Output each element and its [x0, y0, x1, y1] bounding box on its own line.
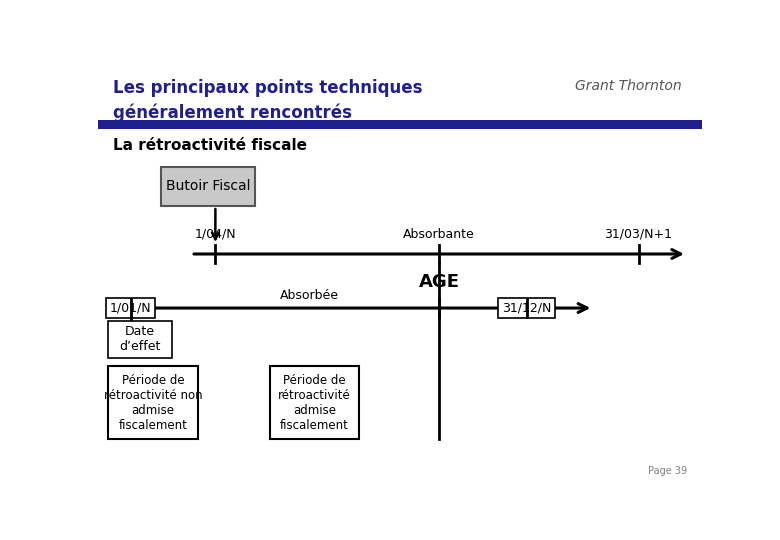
Text: Période de
rétroactivité non
admise
fiscalement: Période de rétroactivité non admise fisc…: [104, 374, 203, 431]
FancyBboxPatch shape: [98, 120, 702, 129]
Text: Les principaux points techniques
généralement rencontrés: Les principaux points techniques général…: [112, 79, 422, 122]
Text: 1/04/N: 1/04/N: [194, 228, 236, 241]
Text: 31/03/N+1: 31/03/N+1: [604, 228, 672, 241]
Text: Page 39: Page 39: [647, 467, 687, 476]
Text: Butoir Fiscal: Butoir Fiscal: [165, 179, 250, 193]
FancyBboxPatch shape: [270, 366, 360, 439]
FancyBboxPatch shape: [108, 321, 172, 358]
FancyBboxPatch shape: [108, 366, 198, 439]
Text: Absorbée: Absorbée: [279, 289, 339, 302]
Text: Date
d’effet: Date d’effet: [119, 325, 161, 353]
Text: Grant Thornton: Grant Thornton: [575, 79, 690, 93]
Text: La rétroactivité fiscale: La rétroactivité fiscale: [112, 138, 307, 153]
Text: 31/12/N: 31/12/N: [502, 301, 551, 314]
Text: AGE: AGE: [419, 273, 459, 291]
Text: Période de
rétroactivité
admise
fiscalement: Période de rétroactivité admise fiscalem…: [278, 374, 351, 431]
Text: 1/01/N: 1/01/N: [110, 301, 151, 314]
FancyBboxPatch shape: [161, 167, 254, 206]
Text: Absorbante: Absorbante: [403, 228, 475, 241]
